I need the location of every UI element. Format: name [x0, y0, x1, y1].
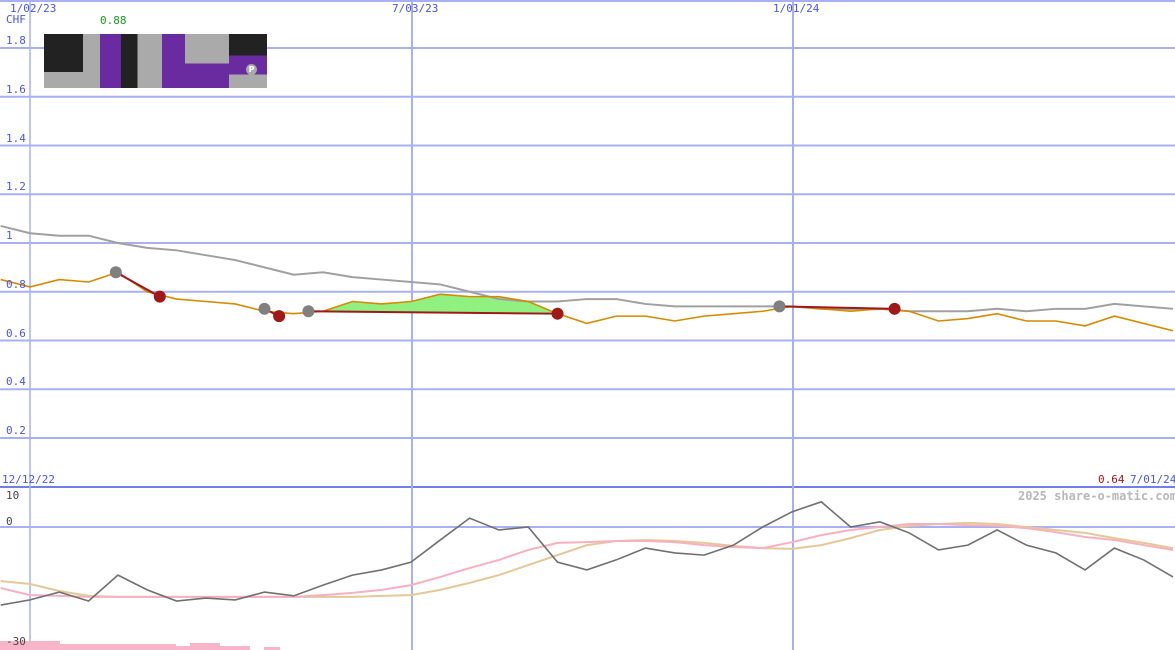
- oscillator-line: [0, 500, 1174, 606]
- buy-marker: [258, 302, 271, 315]
- buy-marker: [109, 266, 122, 279]
- histogram-bars: [0, 641, 280, 650]
- buy-marker: [302, 305, 315, 318]
- signal-slow-line: [0, 521, 1174, 598]
- trade-line: [308, 310, 558, 315]
- moving-average-line: [0, 224, 1174, 313]
- histogram-bar: [220, 646, 250, 650]
- sell-marker: [273, 310, 286, 323]
- x-tick-label: 7/03/23: [392, 2, 439, 15]
- last-value-label: 0.64: [1098, 473, 1125, 486]
- y-tick-label: 0.6: [6, 326, 26, 340]
- y-tick-label: 0.8: [6, 277, 26, 291]
- histogram-bar: [60, 644, 176, 650]
- price-line: [0, 271, 1174, 332]
- oscillator-start-date: 12/12/22: [2, 473, 55, 486]
- trade-markers: [109, 266, 901, 323]
- x-tick-label: 1/01/24: [773, 2, 820, 15]
- series-lines: [0, 224, 1174, 606]
- histogram-bar: [264, 647, 280, 650]
- trade-line: [779, 305, 895, 310]
- trade-line: [115, 271, 161, 298]
- top-value-label: 0.88: [100, 14, 127, 27]
- y-tick-label: 1.6: [6, 82, 26, 96]
- sell-marker: [888, 302, 901, 315]
- buy-marker: [773, 300, 786, 313]
- sell-marker: [551, 307, 564, 320]
- stride-logo: STRIDE: [44, 34, 267, 88]
- osc-tick-label: 0: [6, 515, 13, 528]
- y-tick-label: 1.4: [6, 131, 26, 145]
- osc-tick-label: 10: [6, 489, 20, 502]
- y-tick-label: 1: [6, 229, 13, 242]
- y-tick-label: 0.4: [6, 375, 26, 389]
- signal-fast-line: [0, 523, 1174, 598]
- sell-marker: [153, 290, 166, 303]
- histogram-bar: [176, 646, 190, 650]
- last-date-label: 7/01/24: [1130, 473, 1175, 486]
- osc-tick-label: -30: [6, 635, 26, 648]
- histogram-bar: [0, 641, 60, 650]
- watermark: 2025 share-o-matic.com: [1018, 489, 1175, 503]
- y-tick-label: 0.2: [6, 424, 26, 437]
- registered-mark: P: [246, 64, 257, 75]
- y-tick-label: 1.2: [6, 180, 26, 194]
- y-tick-label: 1.8: [6, 34, 26, 47]
- histogram-bar: [190, 643, 220, 650]
- x-tick-label: 1/02/23: [10, 2, 57, 15]
- y-unit-label: CHF: [6, 13, 26, 26]
